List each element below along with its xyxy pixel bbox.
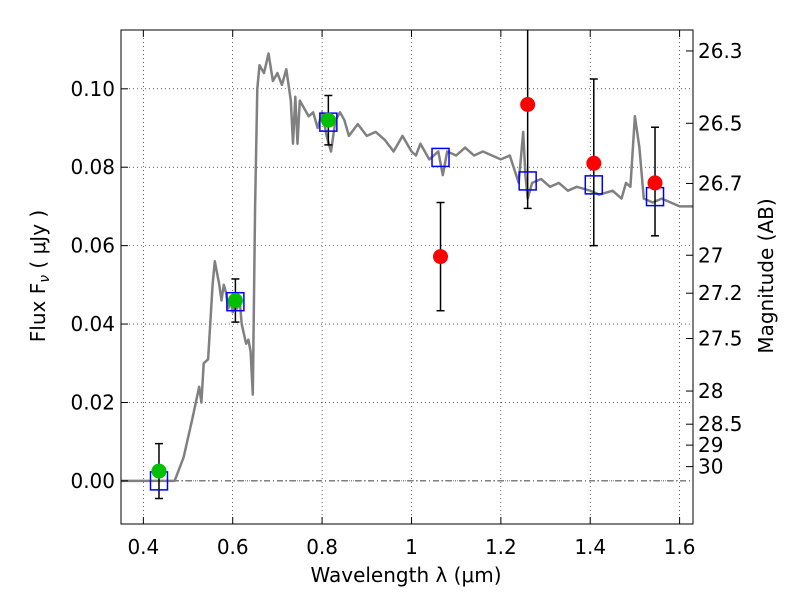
magnitude-tick-label: 26.3: [698, 39, 743, 63]
y-axis-label: Flux Fν ( μJy ): [26, 210, 53, 342]
model-sed: [121, 52, 693, 483]
x-tick-labels: 0.4 0.6 0.8 1 1.2 1.4 1.6: [127, 535, 695, 559]
magnitude-tick-label: 27.5: [698, 327, 743, 351]
model-photometry-square: [584, 175, 604, 195]
y-tick-label: 0.04: [70, 312, 115, 336]
magnitude-axis-label: Magnitude (AB): [754, 198, 778, 353]
y-tick-label: 0.06: [70, 234, 115, 258]
y-tick-label: 0.00: [70, 469, 115, 493]
x-tick-label: 1.4: [574, 535, 606, 559]
detection-point: [320, 112, 336, 128]
x-tick-label: 0.8: [306, 535, 338, 559]
x-tick-label: 0.4: [127, 535, 159, 559]
ticks: [121, 30, 693, 524]
magnitude-tick-label: 29: [698, 433, 723, 457]
magnitude-tick-label: 26.5: [698, 111, 743, 135]
magnitude-tick-label: 28.5: [698, 412, 743, 436]
detection-point: [151, 463, 167, 479]
magnitude-tick-label: 28: [698, 379, 723, 403]
y-tick-label: 0.08: [70, 155, 115, 179]
model-photometry: [149, 112, 665, 491]
detection-point: [227, 293, 243, 309]
x-tick-label: 0.6: [217, 535, 249, 559]
x-axis-label: Wavelength λ (μm): [310, 563, 501, 587]
x-tick-label: 1: [405, 535, 418, 559]
nir-point: [433, 249, 449, 265]
nir-point: [520, 96, 536, 112]
magnitude-tick-label: 27.2: [698, 281, 743, 305]
nir-point: [647, 175, 663, 191]
y-tick-label: 0.10: [70, 77, 115, 101]
nir-point: [586, 155, 602, 171]
plot-frame: [120, 29, 694, 525]
grid: [121, 30, 693, 524]
x-tick-label: 1.6: [664, 535, 696, 559]
y-tick-label: 0.02: [70, 390, 115, 414]
observed-points: [151, 96, 663, 479]
magnitude-tick-label: 26.7: [698, 171, 743, 195]
magnitude-tick-label: 30: [698, 455, 723, 479]
model-sed-line: [121, 52, 693, 483]
y-tick-labels: 0.00 0.02 0.04 0.06 0.08 0.10: [70, 77, 115, 493]
model-photometry-square: [226, 291, 245, 312]
x-tick-label: 1.2: [485, 535, 517, 559]
model-photometry-square: [518, 171, 537, 191]
model-photometry-square: [431, 147, 450, 168]
error-bars: [154, 30, 660, 500]
magnitude-tick-label: 27: [698, 243, 723, 267]
